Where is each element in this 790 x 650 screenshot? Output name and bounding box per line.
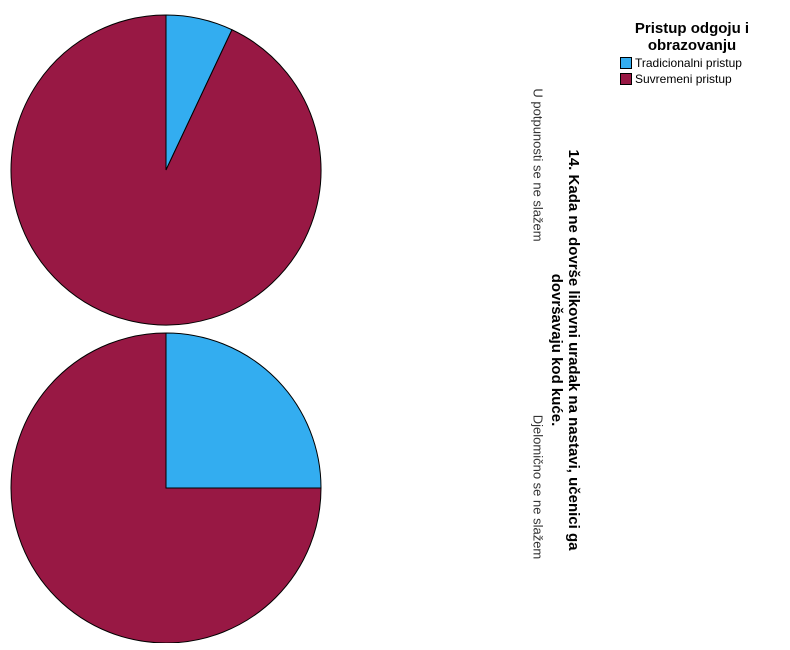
pie-2-slice-tradicionalni [165,332,322,489]
legend: Pristup odgoju i obrazovanju Tradicional… [612,20,790,86]
legend-label-suvremeni: Suvremeni pristup [635,72,732,86]
panel-label-1: U potpunosti se ne slažem [530,88,546,242]
pie-1-slice-suvremeni [10,14,322,326]
legend-title-line-2: obrazovanju [647,37,737,54]
pie-2-slice-suvremeni [10,332,322,643]
legend-item-suvremeni: Suvremeni pristup [620,72,790,86]
legend-swatch-suvremeni [620,73,632,85]
chart-title: 14. Kada ne dovrše likovni uradak na nas… [548,50,582,650]
legend-swatch-tradicionalni [620,57,632,69]
legend-title-line-1: Pristup odgoju i [634,20,750,37]
chart-title-line-2: dovršavaju kod kuće. [548,273,565,427]
legend-item-tradicionalni: Tradicionalni pristup [620,56,790,70]
legend-label-tradicionalni: Tradicionalni pristup [635,56,742,70]
legend-title: Pristup odgoju i obrazovanju [612,20,772,54]
panel-label-2: Djelomično se ne slažem [530,414,546,560]
chart-title-line-1: 14. Kada ne dovrše likovni uradak na nas… [565,149,582,551]
